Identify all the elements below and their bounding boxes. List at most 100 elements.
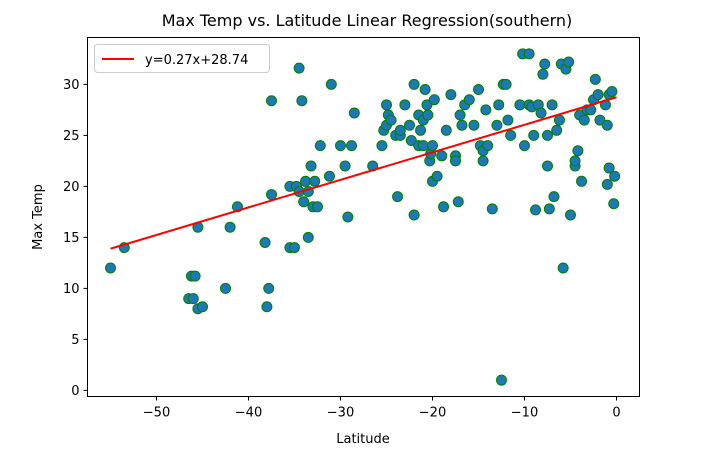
data-point bbox=[339, 160, 351, 172]
data-point bbox=[537, 68, 549, 80]
x-tick-label: −10 bbox=[511, 406, 538, 421]
data-point bbox=[408, 209, 420, 221]
data-point bbox=[261, 301, 273, 313]
data-point bbox=[405, 135, 417, 147]
data-point bbox=[608, 198, 620, 210]
data-point bbox=[563, 56, 575, 68]
data-point bbox=[548, 191, 560, 203]
data-point bbox=[523, 48, 535, 60]
legend-box bbox=[94, 44, 270, 73]
data-point bbox=[197, 301, 208, 313]
data-point bbox=[543, 203, 555, 215]
data-point bbox=[309, 175, 321, 187]
data-point bbox=[609, 170, 621, 182]
x-tick-label: 0 bbox=[612, 406, 620, 421]
x-tick-label: −20 bbox=[419, 406, 446, 421]
data-point bbox=[594, 114, 606, 126]
data-point bbox=[293, 62, 305, 74]
data-point bbox=[569, 155, 581, 167]
data-point bbox=[342, 211, 354, 223]
regression-line-group bbox=[110, 96, 617, 250]
y-tick-label: 20 bbox=[63, 180, 80, 195]
data-point bbox=[415, 124, 427, 136]
data-point bbox=[546, 99, 558, 111]
data-point bbox=[440, 124, 452, 136]
data-point bbox=[346, 140, 358, 152]
data-point bbox=[551, 124, 563, 136]
data-point bbox=[553, 114, 565, 126]
regression-line bbox=[110, 96, 617, 250]
data-point bbox=[592, 89, 604, 101]
data-point bbox=[542, 160, 553, 172]
data-point bbox=[445, 89, 457, 101]
data-point bbox=[500, 78, 512, 90]
data-point bbox=[454, 109, 466, 121]
data-point bbox=[314, 140, 326, 152]
chart-title: Max Temp vs. Latitude Linear Regression(… bbox=[162, 11, 573, 30]
data-point bbox=[519, 140, 530, 152]
data-point bbox=[603, 162, 615, 174]
data-point bbox=[428, 94, 440, 106]
axis-ticks: −50 −40 −30 −20 −10 0 0 5 10 15 20 25 30 bbox=[63, 78, 621, 421]
legend-entry-regression: y=0.27x+28.74 bbox=[145, 53, 248, 68]
data-point bbox=[572, 145, 584, 157]
data-point bbox=[422, 109, 434, 121]
data-point bbox=[399, 99, 411, 111]
data-point bbox=[289, 242, 300, 254]
data-point bbox=[300, 175, 312, 187]
y-tick-label: 0 bbox=[71, 384, 79, 399]
data-point bbox=[187, 293, 199, 305]
data-point bbox=[557, 262, 569, 274]
data-point bbox=[535, 107, 547, 119]
x-tick-label: −40 bbox=[235, 406, 262, 421]
data-point bbox=[408, 78, 420, 90]
data-point bbox=[189, 270, 201, 282]
data-point bbox=[601, 119, 613, 131]
y-tick-label: 10 bbox=[63, 282, 80, 297]
y-tick-label: 25 bbox=[63, 129, 80, 144]
y-tick-label: 5 bbox=[71, 333, 79, 348]
data-point bbox=[431, 170, 443, 182]
data-point bbox=[296, 95, 308, 107]
data-point bbox=[348, 107, 360, 119]
data-point bbox=[323, 170, 335, 182]
data-points bbox=[105, 48, 621, 386]
y-tick-label: 30 bbox=[63, 78, 80, 93]
data-point bbox=[302, 231, 314, 243]
data-point bbox=[312, 201, 323, 213]
data-point bbox=[266, 95, 277, 107]
data-point bbox=[482, 140, 494, 152]
data-point bbox=[456, 119, 468, 131]
data-point bbox=[528, 129, 540, 141]
data-point bbox=[298, 196, 310, 208]
data-point bbox=[394, 124, 406, 136]
x-axis-label: Latitude bbox=[336, 432, 390, 447]
data-point bbox=[335, 140, 346, 152]
data-point bbox=[452, 196, 464, 208]
data-point bbox=[325, 78, 337, 90]
data-point bbox=[259, 236, 271, 248]
legend: y=0.27x+28.74 bbox=[94, 44, 270, 73]
data-point bbox=[502, 114, 514, 126]
data-point bbox=[381, 99, 392, 111]
data-point bbox=[266, 189, 277, 201]
data-point bbox=[542, 129, 553, 141]
plot-area bbox=[87, 37, 640, 397]
data-point bbox=[480, 104, 492, 116]
data-point bbox=[486, 203, 498, 215]
data-point bbox=[601, 178, 613, 190]
data-point bbox=[450, 155, 461, 167]
data-point bbox=[385, 114, 397, 126]
x-tick-label: −50 bbox=[143, 406, 170, 421]
data-point bbox=[224, 221, 236, 233]
data-point bbox=[419, 84, 431, 96]
data-point bbox=[496, 374, 507, 386]
data-point bbox=[436, 150, 448, 162]
data-point bbox=[392, 191, 404, 203]
data-point bbox=[438, 201, 450, 213]
data-point bbox=[468, 119, 480, 131]
y-axis-label: Max Temp bbox=[31, 184, 46, 250]
data-point bbox=[105, 262, 116, 274]
data-point bbox=[376, 140, 388, 152]
